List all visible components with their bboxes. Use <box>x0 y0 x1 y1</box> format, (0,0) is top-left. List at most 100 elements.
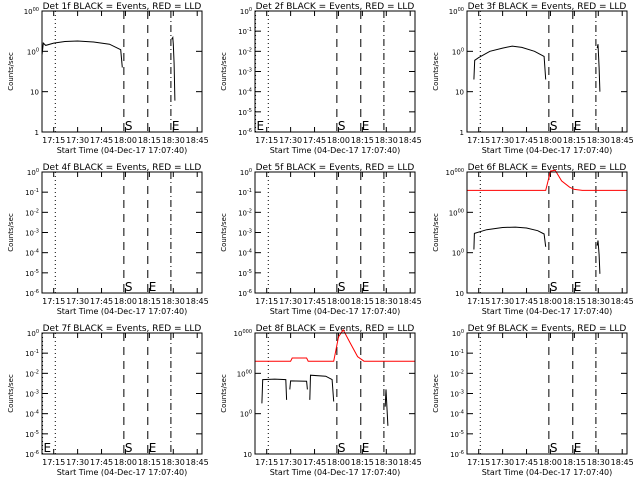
marker-label: S <box>125 119 133 133</box>
y-tick-label: 1000 <box>449 208 464 217</box>
panel-title: Det 5f BLACK = Events, RED = LLD <box>256 163 415 173</box>
marker-label: E <box>574 441 582 455</box>
panel-title: Det 2f BLACK = Events, RED = LLD <box>256 2 415 12</box>
x-tick-label: 17:45 <box>90 458 113 467</box>
x-tick-label: 18:00 <box>327 297 350 306</box>
y-axis-label: Counts/sec <box>7 52 15 91</box>
x-tick-label: 17:30 <box>279 136 302 145</box>
panel-title: Det 1f BLACK = Events, RED = LLD <box>43 2 202 12</box>
y-tick-label: 10-4 <box>25 249 39 258</box>
y-axis-label: Counts/sec <box>432 52 440 91</box>
x-tick-label: 17:30 <box>279 297 302 306</box>
plot-frame <box>41 10 203 133</box>
x-tick-label: 18:00 <box>114 458 137 467</box>
y-tick-label: 10-6 <box>25 289 39 298</box>
y-tick-label: 1 <box>35 129 39 137</box>
x-tick-label: 18:00 <box>114 136 137 145</box>
x-tick-label: 17:15 <box>42 458 65 467</box>
x-tick-label: 18:30 <box>375 458 398 467</box>
x-tick-label: 18:15 <box>138 297 161 306</box>
x-tick-label: 18:00 <box>539 136 562 145</box>
marker-label: S <box>550 280 558 294</box>
marker-label: E <box>362 119 370 133</box>
x-axis-label: Start Time (04-Dec-17 17:07:40) <box>57 307 188 316</box>
lld-rate-line <box>467 169 627 191</box>
y-axis-label: Counts/sec <box>7 374 15 413</box>
y-tick-label: 10-3 <box>238 68 252 77</box>
x-tick-label: 17:45 <box>303 458 326 467</box>
plot-frame <box>41 332 203 455</box>
x-tick-label: 17:30 <box>66 458 89 467</box>
x-tick-label: 17:45 <box>303 297 326 306</box>
x-axis-label: Start Time (04-Dec-17 17:07:40) <box>482 468 613 477</box>
lld-rate-line <box>255 328 415 362</box>
x-tick-label: 18:15 <box>138 136 161 145</box>
y-tick-label: 100 <box>452 329 464 338</box>
y-tick-label: 10-6 <box>25 450 39 459</box>
x-tick-label: 18:45 <box>399 297 422 306</box>
y-axis-label: Counts/sec <box>220 374 228 413</box>
y-tick-label: 100 <box>27 329 39 338</box>
y-tick-label: 1000 <box>24 7 39 16</box>
y-tick-label: 10-6 <box>450 450 464 459</box>
detector-panel: Det 9f BLACK = Events, RED = LLD Counts/s… <box>432 324 634 477</box>
y-axis-label: Counts/sec <box>220 213 228 252</box>
events-rate-line <box>473 45 547 80</box>
marker-label: S <box>125 280 133 294</box>
detector-panel: Det 1f BLACK = Events, RED = LLD Counts/s… <box>7 2 209 155</box>
y-tick-label: 10-5 <box>25 269 39 278</box>
x-axis-label: Start Time (04-Dec-17 17:07:40) <box>482 307 613 316</box>
x-tick-label: 18:30 <box>587 297 610 306</box>
y-axis-label: Counts/sec <box>432 213 440 252</box>
marker-label: E <box>172 119 180 133</box>
y-tick-label: 10000 <box>446 168 464 177</box>
y-tick-label: 10-2 <box>25 369 39 378</box>
marker-label: E <box>44 441 52 455</box>
plot-frame <box>466 332 628 455</box>
y-tick-label: 10-4 <box>450 410 464 419</box>
y-tick-label: 10-4 <box>25 410 39 419</box>
panel-title: Det 7f BLACK = Events, RED = LLD <box>43 324 202 334</box>
marker-label: S <box>550 119 558 133</box>
marker-label: E <box>574 280 582 294</box>
y-tick-label: 100 <box>27 47 39 56</box>
marker-label: S <box>338 119 346 133</box>
plot-frame <box>41 171 203 294</box>
y-tick-label: 10-2 <box>238 208 252 217</box>
x-tick-label: 18:00 <box>327 136 350 145</box>
x-tick-label: 18:30 <box>587 136 610 145</box>
y-tick-label: 10-1 <box>238 27 252 36</box>
x-tick-label: 17:15 <box>467 458 490 467</box>
y-tick-label: 100 <box>452 249 464 258</box>
y-tick-label: 1000 <box>237 369 252 378</box>
y-tick-label: 10-2 <box>25 208 39 217</box>
y-axis-label: Counts/sec <box>7 213 15 252</box>
x-tick-label: 18:45 <box>399 458 422 467</box>
panel-title: Det 9f BLACK = Events, RED = LLD <box>468 324 627 334</box>
x-tick-label: 18:15 <box>563 136 586 145</box>
marker-label: E <box>149 441 157 455</box>
events-rate-line <box>309 374 335 402</box>
x-tick-label: 18:45 <box>611 458 634 467</box>
y-tick-label: 100 <box>27 168 39 177</box>
marker-label: E <box>574 119 582 133</box>
events-rate-line <box>596 240 601 274</box>
events-rate-line <box>384 389 389 426</box>
x-axis-label: Start Time (04-Dec-17 17:07:40) <box>270 307 401 316</box>
x-tick-label: 17:15 <box>42 297 65 306</box>
detector-panel: Det 3f BLACK = Events, RED = LLD Counts/s… <box>432 2 634 155</box>
y-axis-label: Counts/sec <box>220 52 228 91</box>
y-tick-label: 10000 <box>234 329 252 338</box>
y-tick-label: 10-1 <box>25 349 39 358</box>
x-tick-label: 17:30 <box>491 136 514 145</box>
y-tick-label: 10-5 <box>450 430 464 439</box>
events-rate-line <box>596 44 601 92</box>
x-tick-label: 17:30 <box>66 297 89 306</box>
x-tick-label: 18:45 <box>186 136 209 145</box>
events-rate-line <box>473 226 547 250</box>
x-tick-label: 18:00 <box>539 297 562 306</box>
x-tick-label: 17:45 <box>515 136 538 145</box>
x-tick-label: 17:30 <box>66 136 89 145</box>
x-tick-label: 17:15 <box>255 458 278 467</box>
